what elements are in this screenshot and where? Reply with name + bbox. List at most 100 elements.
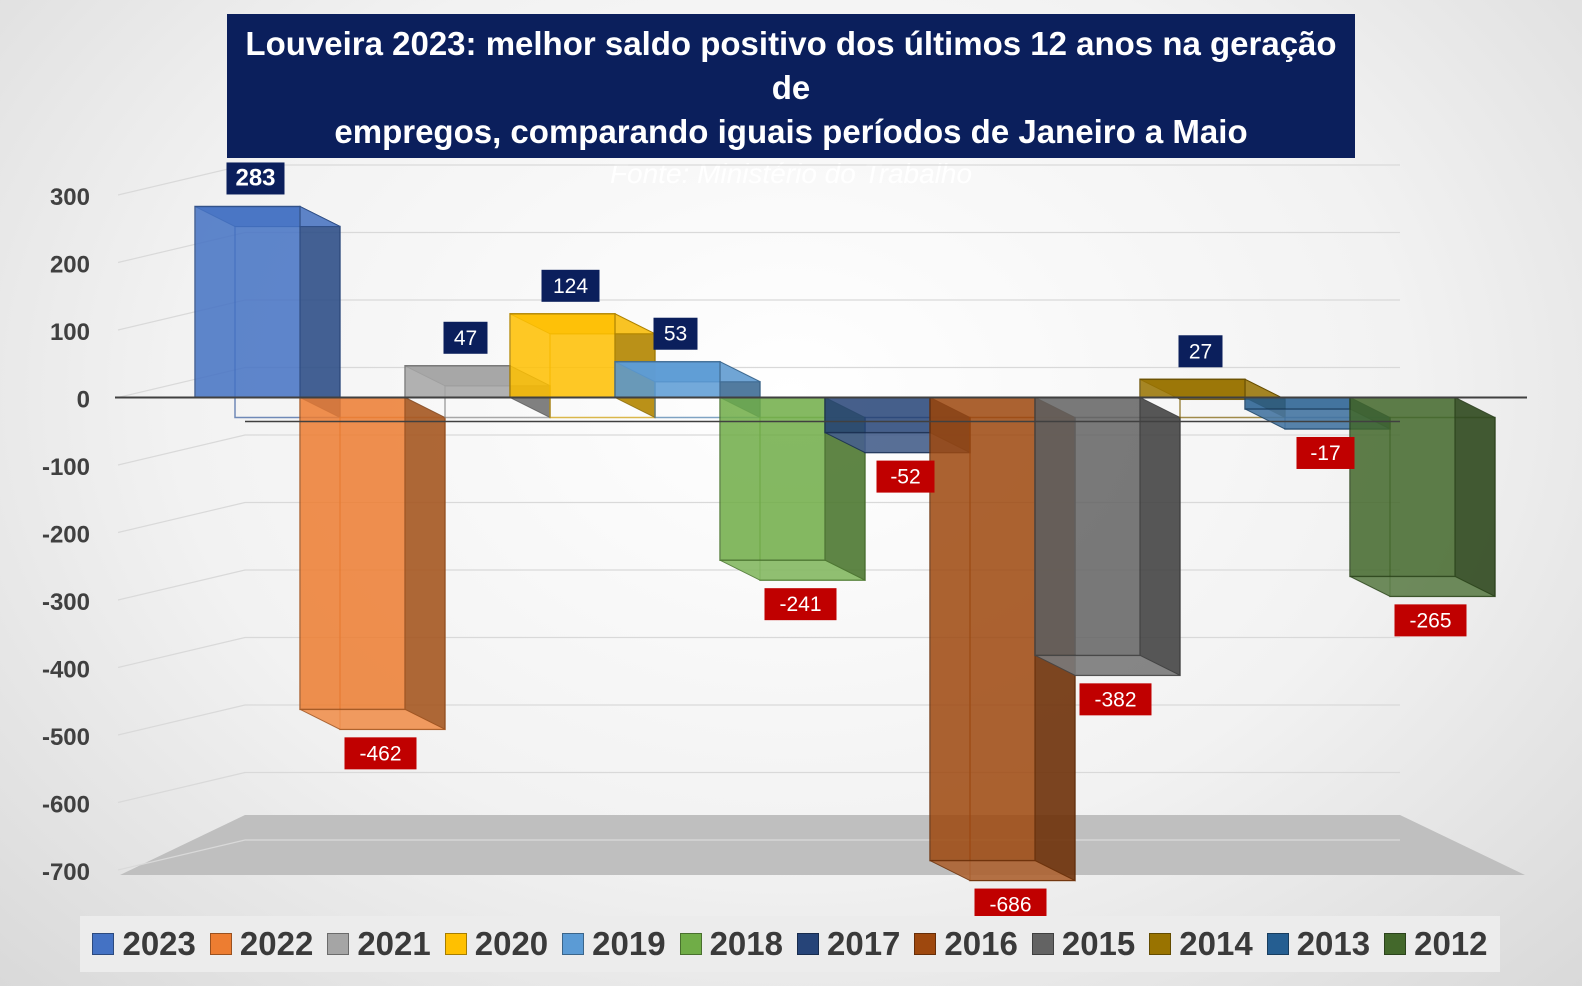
legend-swatch [1384, 933, 1407, 955]
bar-front-face [614, 360, 721, 399]
legend-swatch [1031, 933, 1054, 955]
data-label-box [226, 162, 285, 195]
chart-source: Fonte: Ministério do Trabalho [609, 158, 973, 189]
legend-swatch [679, 933, 702, 955]
y-tick-label: -300 [42, 589, 90, 616]
legend-item-2019: 2019 [562, 925, 666, 963]
gridline [117, 771, 1400, 804]
data-label-text: -686 [989, 894, 1031, 917]
y-tick-label: -100 [42, 454, 90, 481]
legend-swatch [1149, 933, 1172, 955]
bars-layer [194, 205, 1496, 882]
data-label-box [974, 888, 1047, 921]
legend-label: 2019 [592, 925, 666, 962]
legend-label: 2023 [122, 925, 196, 962]
floor-layer [120, 815, 1525, 875]
legend-item-2013: 2013 [1266, 925, 1371, 963]
bar-front-face [719, 396, 826, 561]
data-label-text: -462 [359, 742, 401, 765]
data-label-text: -382 [1094, 688, 1136, 711]
y-tick-label: -700 [42, 859, 90, 886]
data-label-2013: -17 [1296, 436, 1355, 469]
bar-2012 [1349, 396, 1496, 598]
data-label-text: -52 [890, 466, 920, 489]
data-label-text: 47 [454, 327, 477, 350]
data-label-box [1178, 335, 1223, 368]
y-tick-labels-layer: 300 200 100 0 -100 -200 -300 -400 -500 -600 -700 [42, 184, 90, 886]
data-label-2015: -382 [1079, 683, 1152, 716]
bar-front-face [1139, 378, 1246, 399]
data-label-2021: 47 [443, 321, 488, 354]
bar-front-face [299, 396, 406, 711]
legend-label: 2015 [1061, 925, 1136, 962]
legend-item-2021: 2021 [327, 925, 431, 963]
legend-swatch [92, 933, 115, 955]
legend-label: 2021 [357, 925, 431, 962]
legend-swatch [327, 933, 350, 955]
data-label-text: -265 [1409, 609, 1451, 632]
data-labels-layer: 283 -462 47 124 53 -241 -52 -686 -382 27 -17 -265 [226, 162, 1467, 921]
y-tick-label: 100 [50, 319, 90, 346]
data-label-2018: -241 [764, 588, 837, 621]
bar-front-face [1244, 396, 1351, 410]
legend-label: 2022 [239, 925, 314, 962]
legend-label: 2020 [474, 925, 549, 962]
bar-2015 [1034, 396, 1181, 677]
y-tick-label: 300 [50, 184, 90, 211]
legend-item-2017: 2017 [797, 925, 900, 963]
data-label-2020: 124 [541, 269, 600, 302]
data-label-box [1296, 436, 1355, 469]
data-label-text: 53 [664, 323, 687, 346]
legend: 2023 2022 2021 2020 2019 2018 2017 2016 2015 2014… [80, 916, 1500, 972]
legend-item-2015: 2015 [1031, 925, 1136, 963]
bar-side-face [404, 396, 446, 731]
legend-label: 2013 [1296, 925, 1371, 962]
bar-front-face [824, 396, 931, 434]
y-tick-label: 0 [77, 387, 90, 414]
legend-item-2012: 2012 [1384, 925, 1488, 963]
data-label-box [1079, 683, 1152, 716]
chart-title-box: Louveira 2023: melhor saldo positivo dos… [227, 14, 1355, 189]
legend-item-2020: 2020 [444, 925, 549, 963]
legend-label: 2017 [827, 925, 901, 962]
legend-swatch [1266, 933, 1289, 955]
chart-title-line-2: empregos, comparando iguais períodos de … [334, 113, 1248, 150]
legend-label: 2016 [944, 925, 1018, 962]
data-label-2019: 53 [653, 317, 698, 350]
bar-front-face [194, 205, 301, 399]
bar-side-face [1139, 396, 1181, 677]
data-label-box [1394, 604, 1467, 637]
bar-2018 [719, 396, 866, 581]
data-label-text: 27 [1189, 340, 1212, 363]
data-label-2016: -686 [974, 888, 1047, 921]
data-label-box [764, 588, 837, 621]
legend-item-2023: 2023 [92, 925, 196, 963]
data-label-box [443, 321, 488, 354]
bar-side-face [299, 205, 341, 419]
chart-floor [120, 815, 1525, 875]
legend-item-2018: 2018 [679, 925, 783, 963]
data-label-2022: -462 [344, 737, 417, 770]
zero-line-layer [115, 396, 1527, 423]
bar-front-face [509, 313, 616, 399]
legend-swatch [444, 933, 467, 955]
legend-label: 2018 [709, 925, 783, 962]
data-label-2023: 283 [226, 162, 285, 195]
chart-title-line-1: Louveira 2023: melhor saldo positivo dos… [245, 25, 1337, 106]
data-label-2012: -265 [1394, 604, 1467, 637]
gridline [117, 164, 1400, 196]
bar-side-face [1454, 396, 1496, 598]
legend-swatch [797, 933, 819, 955]
y-tick-label: 200 [50, 252, 90, 279]
bar-2023 [194, 205, 341, 419]
bar-front-face [1349, 396, 1456, 578]
bar-front-face [1034, 396, 1141, 657]
y-tick-label: -600 [42, 792, 90, 819]
bar-front-face [404, 365, 511, 399]
bar-2022 [299, 396, 446, 731]
y-tick-label: -500 [42, 724, 90, 751]
legend-swatch [562, 933, 585, 955]
legend-item-2022: 2022 [209, 925, 314, 963]
legend-item-2014: 2014 [1149, 925, 1253, 963]
